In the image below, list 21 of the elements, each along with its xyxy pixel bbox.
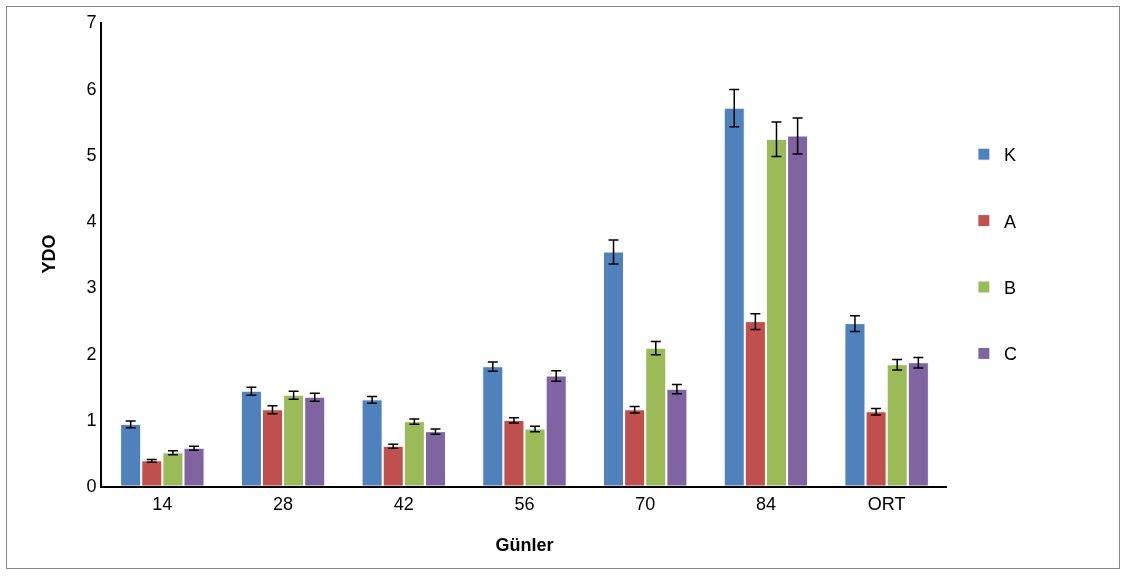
y-tick-label: 0 [86,476,97,497]
x-tick-label: 42 [393,493,414,514]
legend-label: K [1003,145,1016,166]
y-axis-title: YDO [39,234,59,274]
x-tick-label: ORT [867,493,906,514]
x-tick-label: 70 [635,493,656,514]
x-tick-label: 84 [755,493,776,514]
y-tick-label: 5 [86,144,97,165]
legend-label: A [1003,211,1016,232]
x-axis-title: Günler [495,535,554,555]
x-tick-label: 56 [514,493,535,514]
y-tick-label: 3 [86,277,97,298]
y-tick-label: 2 [86,343,97,364]
y-tick-label: 7 [86,12,97,33]
y-tick-label: 1 [86,410,97,431]
x-tick-label: 28 [273,493,294,514]
y-tick-label: 6 [86,78,97,99]
x-tick-label: 14 [152,493,173,514]
legend-label: B [1003,278,1016,299]
y-tick-label: 4 [86,211,97,232]
legend-label: C [1003,344,1017,365]
